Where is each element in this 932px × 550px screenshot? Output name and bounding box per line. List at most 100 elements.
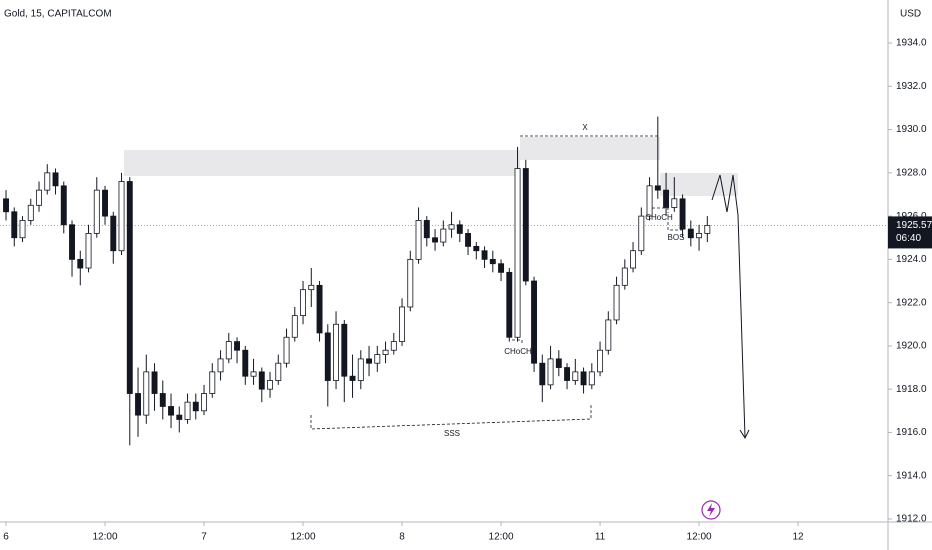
candle-body — [399, 306, 406, 342]
dashed-line — [310, 405, 592, 430]
candle-body — [448, 224, 455, 230]
candle-body — [85, 233, 92, 269]
annotation: CHoCH — [504, 347, 532, 356]
candle-body — [225, 341, 232, 360]
candle-body — [316, 284, 323, 334]
candle-body — [374, 354, 381, 364]
lightning — [707, 503, 715, 517]
candle-body — [126, 181, 133, 394]
drawings — [310, 135, 684, 430]
candle-body — [176, 414, 183, 420]
candle-body — [539, 362, 546, 386]
y-tick-label: 1932.0 — [896, 81, 927, 92]
candle-body — [349, 375, 356, 381]
candle-body — [3, 198, 9, 213]
annotation: SSS — [444, 429, 460, 438]
countdown-label: 06:40 — [896, 233, 921, 244]
candle-body — [291, 315, 298, 338]
candle-body — [481, 250, 488, 260]
annotation: X — [582, 123, 588, 132]
candle-body — [258, 371, 265, 390]
candle-body — [432, 237, 439, 243]
candle-body — [250, 371, 257, 377]
candle-body — [382, 349, 389, 355]
price-tag-label: 1925.57 — [896, 220, 932, 231]
y-tick-label: 1924.0 — [896, 254, 927, 265]
candle-body — [44, 172, 51, 191]
candle-body — [564, 367, 571, 381]
candle-body — [588, 371, 595, 386]
x-tick-label: 12:00 — [489, 532, 514, 543]
dashed-line — [652, 207, 669, 213]
candle-body — [118, 181, 125, 252]
candle-body — [498, 263, 505, 273]
candle-body — [580, 371, 587, 386]
candle-body — [300, 289, 306, 317]
candle-body — [597, 349, 604, 373]
candle-body — [209, 371, 216, 394]
candle-body — [440, 228, 447, 243]
candle-body — [357, 358, 364, 381]
currency-label: USD — [900, 9, 921, 20]
x-tick-label: 12 — [793, 532, 805, 543]
candle-body — [275, 362, 282, 381]
candle-body — [341, 323, 348, 377]
candle-body — [514, 168, 521, 338]
price-tag — [888, 216, 932, 249]
y-tick-label: 1912.0 — [896, 514, 927, 525]
candle-body — [646, 185, 653, 217]
candle-body — [473, 245, 480, 252]
candle-body — [572, 371, 579, 381]
candle-body — [390, 341, 397, 351]
candle-body — [151, 371, 158, 394]
candle-body — [415, 220, 422, 260]
candle-body — [696, 233, 703, 239]
candle-body — [308, 284, 315, 291]
y-tick-label: 1914.0 — [896, 470, 927, 481]
y-tick-label: 1934.0 — [896, 38, 927, 49]
supply-zone — [520, 137, 660, 160]
chart-title: Gold, 15, CAPITALCOM — [4, 9, 112, 20]
x-tick-label: 6 — [3, 532, 9, 543]
candle-body — [605, 319, 612, 351]
candle-body — [671, 198, 678, 208]
candle-body — [52, 172, 59, 187]
projection-arrow — [711, 174, 746, 438]
dashed-line — [667, 222, 684, 231]
candle-body — [201, 393, 207, 412]
candle-body — [36, 189, 42, 206]
candle-body — [522, 168, 529, 282]
candle-body — [102, 189, 108, 217]
candle-body — [283, 336, 290, 364]
candle-body — [679, 198, 686, 230]
candle-body — [27, 204, 34, 221]
x-tick-label: 8 — [399, 532, 405, 543]
candle-body — [110, 215, 117, 252]
candle-body — [407, 258, 414, 308]
candle-body — [135, 393, 141, 416]
candle-body — [654, 185, 661, 191]
candle-body — [234, 341, 240, 351]
candle-body — [465, 233, 472, 247]
candle-body — [687, 228, 694, 239]
candle-body — [168, 406, 174, 416]
candle-body — [456, 224, 463, 234]
supply-zone — [660, 173, 738, 196]
candle-body — [704, 225, 711, 234]
candle-body — [547, 358, 554, 386]
y-tick-label: 1928.0 — [896, 167, 927, 178]
candle-body — [159, 393, 166, 407]
x-tick-label: 11 — [595, 532, 606, 543]
candle-body — [630, 250, 637, 269]
candle-body — [663, 189, 670, 208]
candle-body — [192, 401, 199, 412]
candle-body — [423, 220, 430, 239]
candle-body — [217, 358, 224, 373]
x-tick-label: 12:00 — [291, 532, 316, 543]
candle-body — [333, 323, 340, 381]
candle-body — [366, 358, 373, 364]
candle-body — [242, 349, 249, 377]
candle-body — [267, 380, 273, 390]
supply-zone — [124, 150, 520, 176]
candle-body — [324, 332, 331, 381]
